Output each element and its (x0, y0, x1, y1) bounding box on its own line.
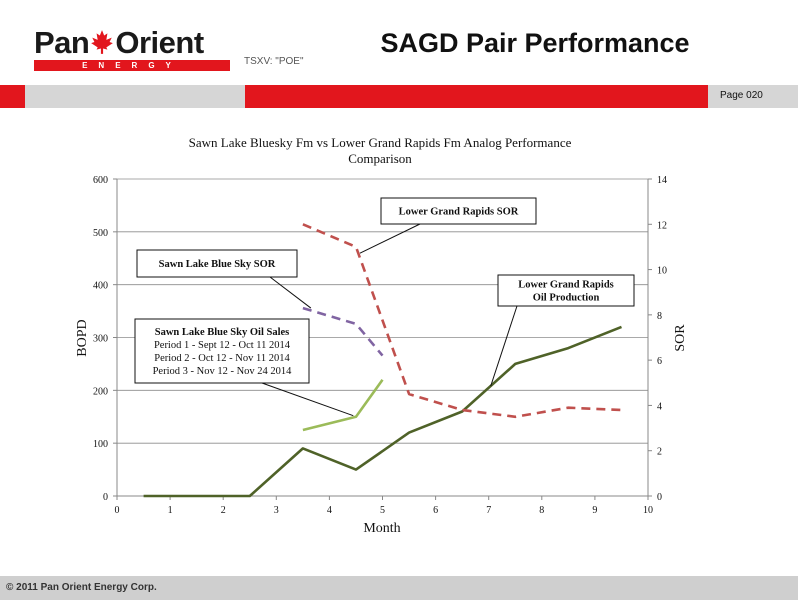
x-tick-label: 5 (380, 505, 385, 516)
y2-tick-label: 4 (657, 401, 662, 412)
y-tick-label: 0 (103, 492, 108, 503)
footer-bar (0, 576, 798, 600)
logo-word-2: Orient (115, 25, 204, 60)
y2-tick-label: 12 (657, 220, 667, 231)
chart-title-line-1: Sawn Lake Bluesky Fm vs Lower Grand Rapi… (189, 135, 572, 150)
callout-sawn-sales-text: Sawn Lake Blue Sky Oil Sales (155, 327, 290, 338)
callout-sawn-sor-pointer (269, 276, 312, 309)
callout-sawn-sales-text: Period 3 - Nov 12 - Nov 24 2014 (153, 366, 293, 377)
company-logo: Pan Orient ENERGY (34, 26, 230, 71)
callout-lgr-oil-pointer (490, 305, 518, 387)
callout-lgr-sor-text: Lower Grand Rapids SOR (399, 207, 519, 218)
y-tick-label: 100 (93, 439, 108, 450)
y2-tick-label: 6 (657, 356, 662, 367)
sawn-lake-sor-line (302, 306, 384, 357)
y-tick-label: 600 (93, 175, 108, 186)
chart-title-line-2: Comparison (348, 151, 412, 166)
copyright-text: © 2011 Pan Orient Energy Corp. (6, 582, 157, 593)
logo-word-1: Pan (34, 25, 90, 60)
x-tick-label: 2 (221, 505, 226, 516)
ticker-label: TSXV: "POE" (244, 56, 304, 67)
logo-wordmark: Pan Orient (34, 26, 204, 60)
callout-sawn-sales-pointer (261, 382, 354, 417)
y-axis-label: BOPD (75, 319, 90, 356)
lgr-sor-line (302, 223, 622, 419)
callout-sawn-sor-box (136, 249, 298, 278)
x-tick-label: 10 (643, 505, 653, 516)
maple-leaf-icon (91, 30, 114, 54)
callout-lgr-sor-box (380, 197, 537, 225)
callout-lgr-oil-box (497, 274, 635, 307)
x-tick-label: 3 (274, 505, 279, 516)
y-tick-label: 400 (93, 281, 108, 292)
lgr-oil-production-line (143, 325, 622, 498)
callout-sawn-sales-text: Period 2 - Oct 12 - Nov 11 2014 (154, 353, 290, 364)
y2-tick-label: 10 (657, 266, 667, 277)
x-axis-label: Month (363, 521, 400, 536)
y2-tick-label: 8 (657, 311, 662, 322)
callout-lgr-sor-pointer (359, 223, 421, 254)
x-tick-label: 4 (327, 505, 332, 516)
x-tick-label: 8 (539, 505, 544, 516)
page-number: Page 020 (720, 90, 763, 101)
y2-tick-label: 14 (657, 175, 667, 186)
logo-subtext: ENERGY (34, 60, 230, 71)
header-band-accent-left (0, 85, 25, 108)
callout-lgr-oil-text: Oil Production (533, 293, 600, 304)
x-tick-label: 1 (168, 505, 173, 516)
x-tick-label: 6 (433, 505, 438, 516)
slide-title: SAGD Pair Performance (380, 28, 690, 58)
callout-sawn-sor-text: Sawn Lake Blue Sky SOR (159, 259, 276, 270)
x-tick-label: 0 (115, 505, 120, 516)
callout-sawn-sales-box (134, 318, 310, 384)
y2-axis-label: SOR (673, 324, 688, 352)
callout-sawn-sales-text: Period 1 - Sept 12 - Oct 11 2014 (154, 340, 291, 351)
x-tick-label: 9 (592, 505, 597, 516)
y-tick-label: 500 (93, 228, 108, 239)
y2-tick-label: 0 (657, 492, 662, 503)
logo-text: Pan Orient (34, 25, 204, 60)
y-tick-label: 200 (93, 386, 108, 397)
y-tick-label: 300 (93, 334, 108, 345)
callout-lgr-oil-text: Lower Grand Rapids (518, 280, 614, 291)
x-tick-label: 7 (486, 505, 491, 516)
header-band-accent (245, 85, 708, 108)
sawn-lake-oil-sales-line (302, 379, 384, 432)
y2-tick-label: 2 (657, 447, 662, 458)
